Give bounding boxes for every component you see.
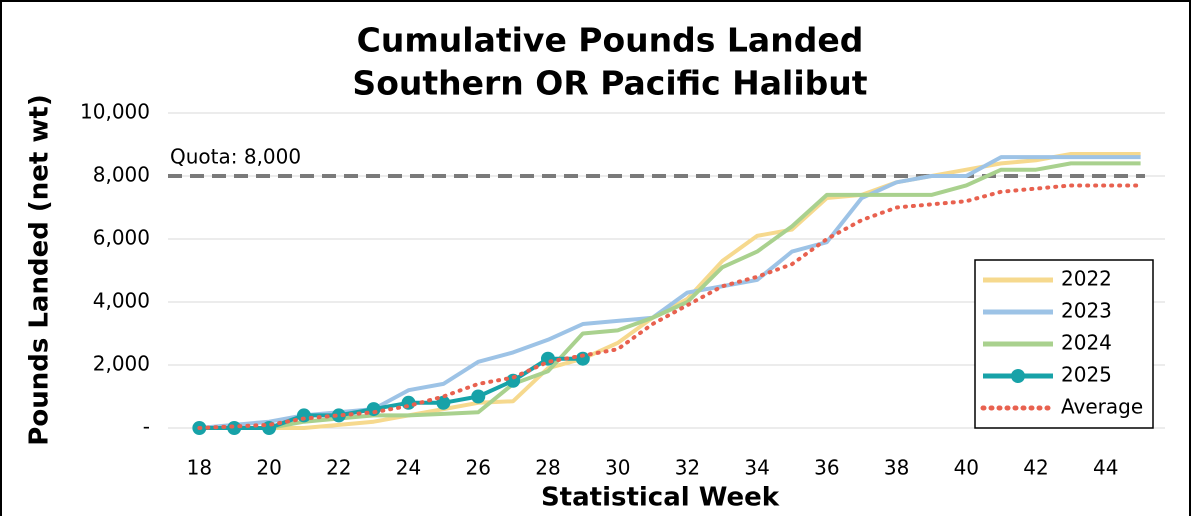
series-marker — [296, 408, 311, 423]
x-tick-label: 44 — [1093, 456, 1118, 480]
x-tick-label: 40 — [954, 456, 979, 480]
legend-label: 2022 — [1061, 267, 1112, 291]
x-tick-label: 38 — [884, 456, 909, 480]
x-tick-label: 24 — [396, 456, 421, 480]
y-tick-label: 4,000 — [93, 289, 150, 313]
legend-label: 2024 — [1061, 331, 1112, 355]
series-line — [197, 183, 1143, 430]
chart-title: Cumulative Pounds Landed — [357, 21, 864, 60]
series-marker — [471, 389, 486, 404]
quota-label: Quota: 8,000 — [170, 145, 301, 169]
y-tick-label: 2,000 — [93, 352, 150, 376]
y-axis-title: Pounds Landed (net wt) — [25, 94, 55, 445]
x-tick-label: 22 — [326, 456, 351, 480]
x-tick-label: 32 — [675, 456, 700, 480]
series-marker — [331, 408, 346, 423]
y-tick-label: 8,000 — [93, 163, 150, 187]
series-marker — [575, 351, 590, 366]
x-tick-label: 28 — [535, 456, 560, 480]
x-tick-label: 26 — [466, 456, 491, 480]
legend-label: Average — [1061, 395, 1143, 419]
legend-label: 2025 — [1061, 363, 1112, 387]
x-tick-label: 18 — [187, 456, 212, 480]
y-tick-label: 6,000 — [93, 226, 150, 250]
x-tick-label: 30 — [605, 456, 630, 480]
x-tick-label: 42 — [1023, 456, 1048, 480]
series-marker — [227, 421, 242, 435]
legend-box — [974, 259, 1154, 429]
y-tick-label: 10,000 — [80, 100, 150, 124]
x-tick-label: 36 — [814, 456, 839, 480]
x-tick-label: 20 — [256, 456, 281, 480]
legend-label: 2023 — [1061, 299, 1112, 323]
y-tick-label: - — [143, 415, 150, 439]
legend-marker — [1011, 369, 1025, 383]
series-marker — [436, 395, 451, 410]
chart-subtitle: Southern OR Pacific Halibut — [352, 64, 867, 103]
series-line — [199, 161, 1141, 430]
x-axis-title: Statistical Week — [541, 483, 780, 513]
x-tick-label: 34 — [744, 456, 769, 480]
